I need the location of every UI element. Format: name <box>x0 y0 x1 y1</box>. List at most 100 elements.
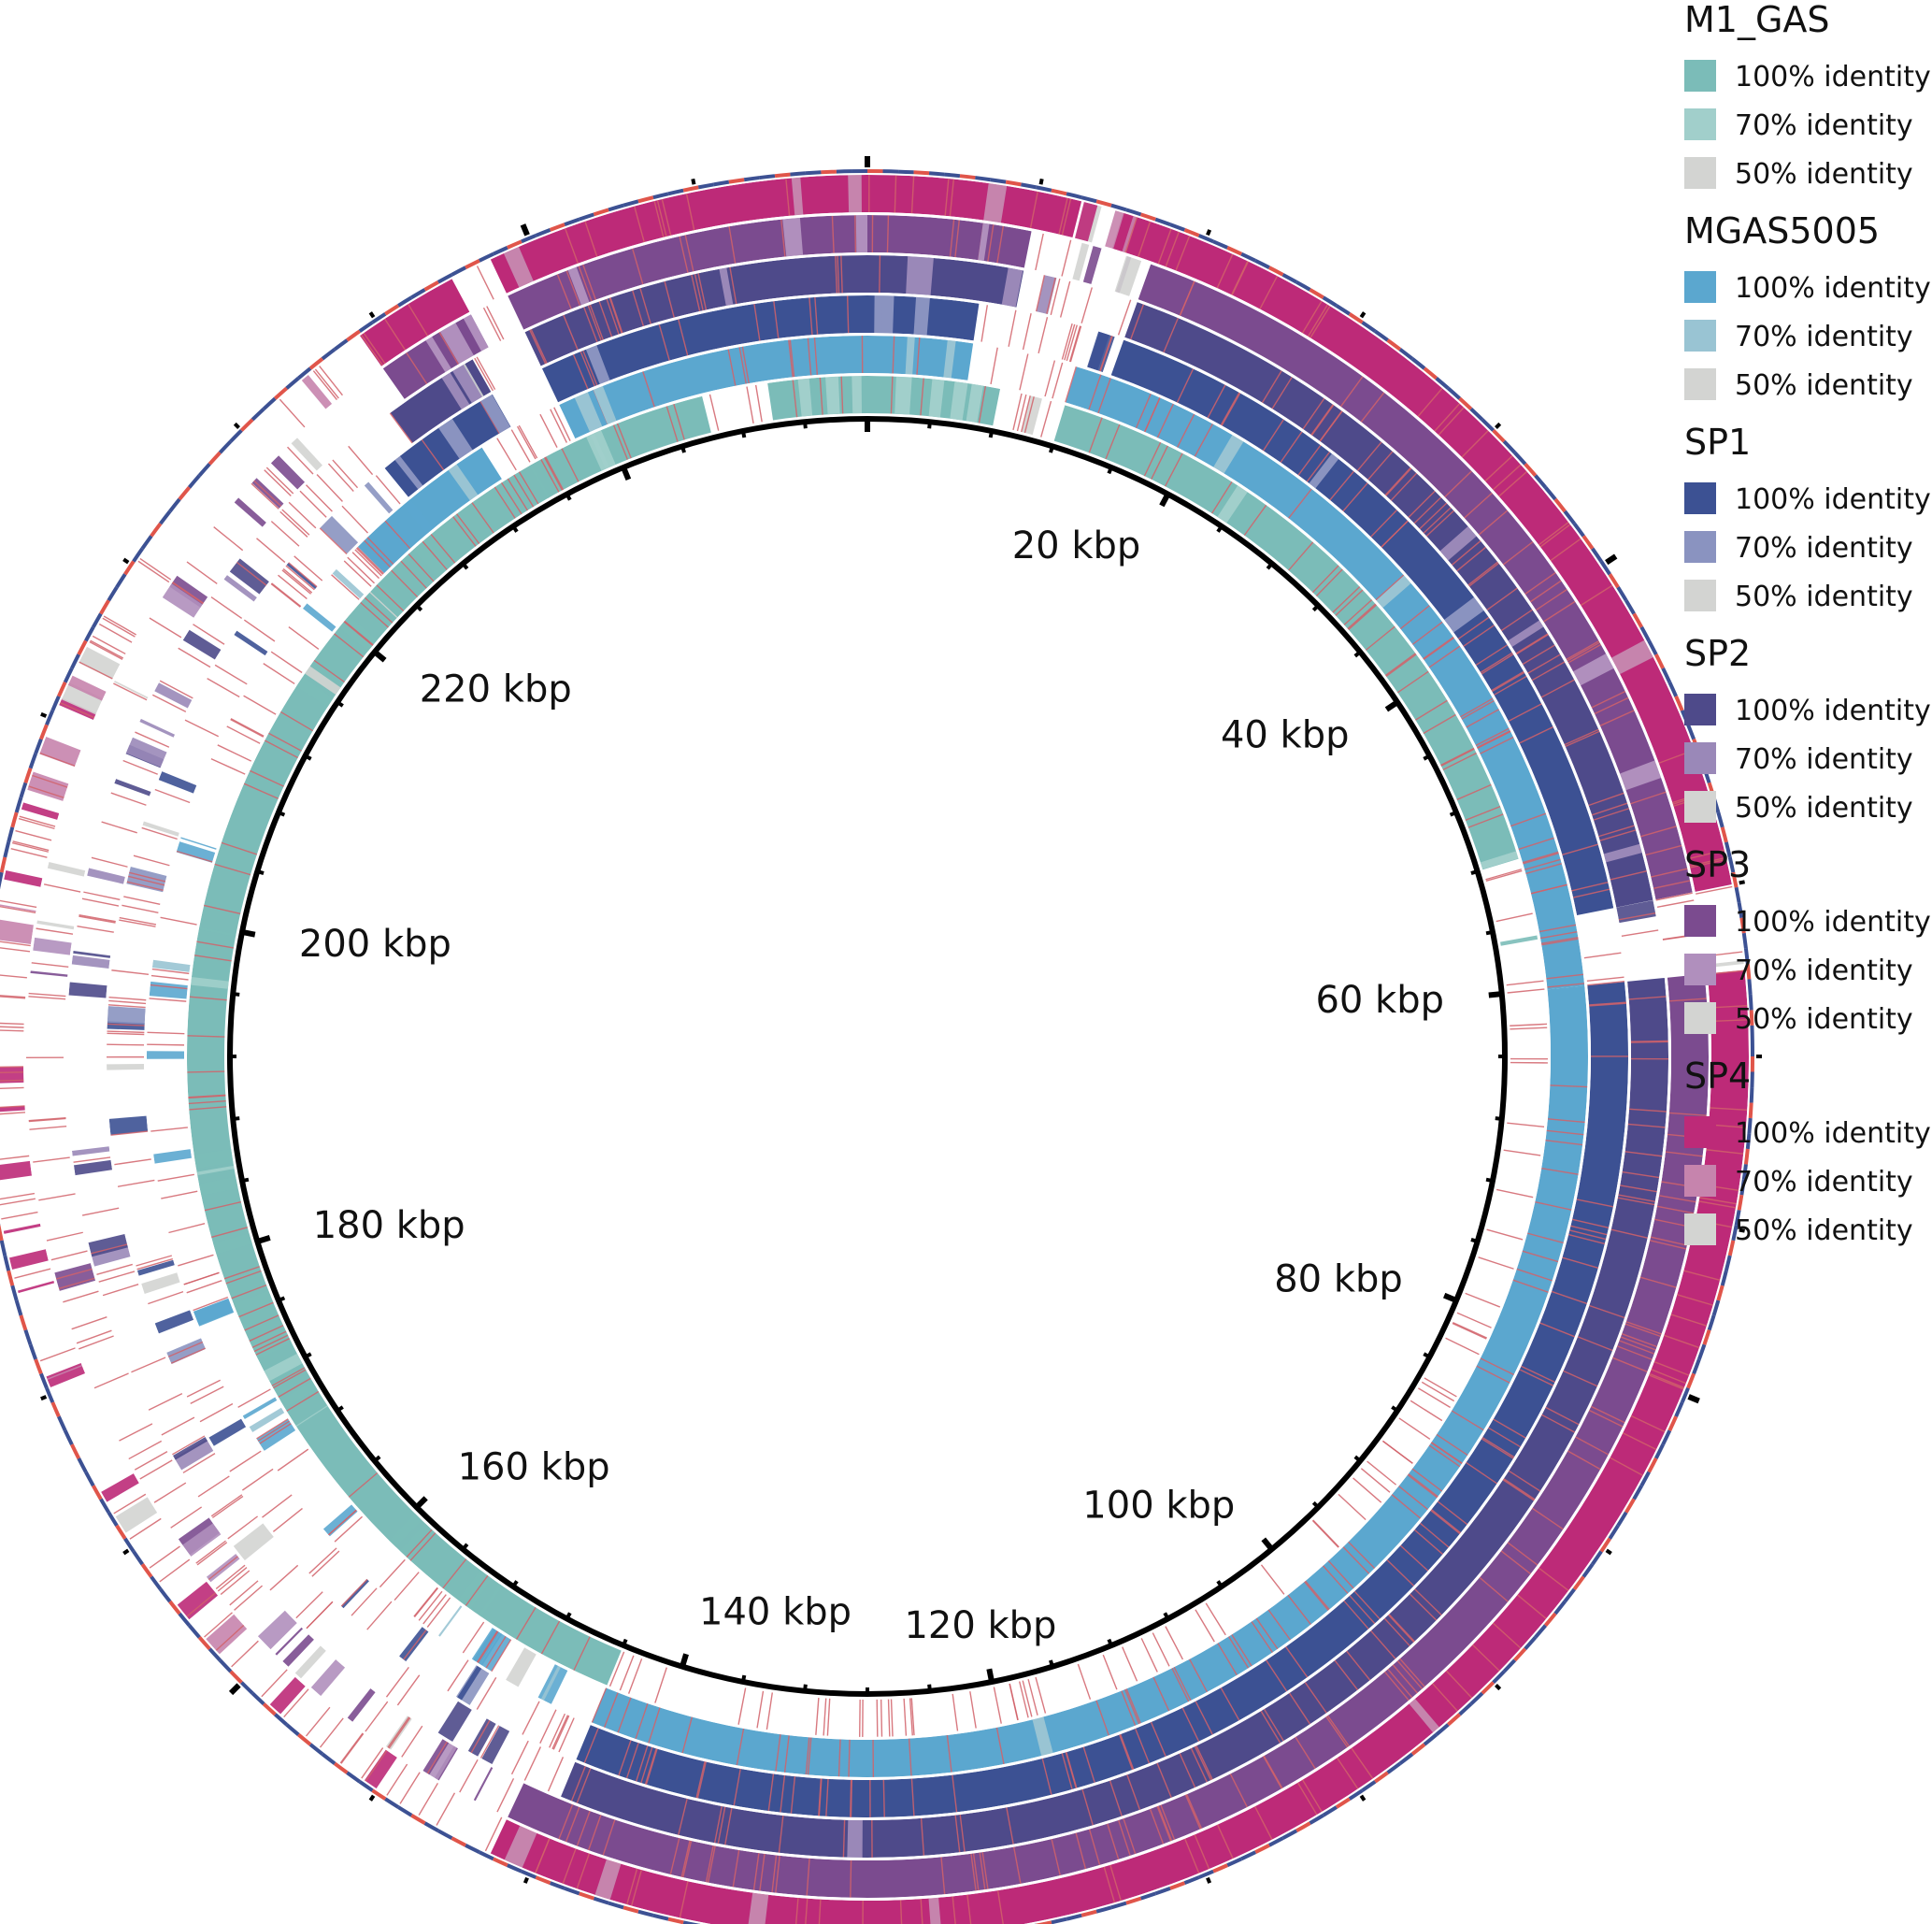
gc-segment <box>1398 1752 1414 1765</box>
variant-line <box>1179 280 1195 316</box>
variant-line <box>1050 278 1061 316</box>
variant-line <box>1456 1312 1492 1328</box>
gc-segment <box>521 234 537 244</box>
ring-hit <box>983 182 1008 223</box>
variant-line <box>123 896 161 906</box>
variant-line <box>910 1778 915 1816</box>
variant-line <box>523 1746 542 1781</box>
variant-line <box>539 1709 557 1745</box>
ring-hit <box>439 323 474 365</box>
variant-line <box>283 1688 309 1718</box>
gc-segment <box>1254 259 1270 269</box>
variant-line <box>1576 1199 1614 1208</box>
variant-line <box>1230 260 1249 295</box>
variant-line <box>780 1774 786 1813</box>
variant-line <box>1319 410 1343 442</box>
gc-segment <box>250 407 265 422</box>
variant-line <box>1653 1360 1690 1376</box>
variant-line <box>1123 1688 1140 1725</box>
variant-line <box>1396 670 1429 694</box>
variant-line <box>1465 1292 1501 1308</box>
variant-line <box>1352 1477 1382 1503</box>
variant-line <box>186 561 218 585</box>
legend-title: SP4 <box>1684 1055 1751 1097</box>
ring-hit <box>269 1676 306 1715</box>
variant-line <box>729 266 737 305</box>
minor-tick <box>1266 562 1274 570</box>
variant-line <box>910 1698 915 1736</box>
variant-line <box>406 352 428 385</box>
variant-line <box>1391 1494 1422 1519</box>
variant-line <box>59 701 95 719</box>
variant-line <box>1575 1436 1610 1456</box>
ring-hit <box>480 394 511 434</box>
variant-line <box>255 538 286 564</box>
variant-line <box>708 394 720 431</box>
variant-line <box>582 264 596 300</box>
gc-segment <box>1534 474 1547 489</box>
variant-line <box>1494 675 1527 696</box>
variant-line <box>1460 697 1494 718</box>
variant-line <box>226 725 261 744</box>
variant-line <box>1468 562 1499 587</box>
gc-segment <box>1110 203 1127 212</box>
variant-line <box>1440 747 1475 767</box>
variant-line <box>987 224 995 262</box>
variant-line <box>544 456 565 491</box>
ring-hit <box>270 455 306 490</box>
gc-segment <box>99 599 110 615</box>
variant-line <box>1309 305 1331 338</box>
gc-segment <box>384 1797 400 1809</box>
gc-segment <box>1591 1550 1603 1566</box>
variant-line <box>344 620 374 646</box>
ring-hit <box>154 682 193 709</box>
variant-line <box>1075 1832 1087 1870</box>
variant-line <box>1706 1149 1744 1155</box>
variant-line <box>1622 1432 1657 1451</box>
gc-segment <box>1435 377 1450 390</box>
gc-segment <box>579 1891 594 1901</box>
gc-segment <box>384 304 400 316</box>
gc-segment <box>39 724 49 740</box>
variant-line <box>73 1156 111 1163</box>
variant-line <box>171 582 204 605</box>
variant-line <box>1179 1753 1196 1788</box>
variant-line <box>31 962 69 968</box>
variant-line <box>1190 1747 1208 1783</box>
variant-line <box>854 215 857 253</box>
variant-line <box>736 1728 745 1766</box>
ring-hit <box>234 630 268 656</box>
ring-segment <box>360 279 470 366</box>
gc-segment <box>1513 1647 1527 1662</box>
variant-line <box>826 1698 831 1736</box>
variant-line <box>920 1817 925 1856</box>
variant-line <box>170 1347 207 1364</box>
gc-segment <box>1374 1771 1389 1784</box>
outer-tick <box>1495 1684 1502 1691</box>
ring-hit <box>223 575 257 602</box>
variant-line <box>1580 584 1613 607</box>
variant-line <box>1367 1460 1397 1486</box>
legend-swatch <box>1684 1002 1716 1034</box>
variant-line <box>876 1699 879 1737</box>
variant-line <box>1589 1002 1627 1007</box>
gc-segment <box>867 169 883 174</box>
gc-segment <box>1066 1913 1082 1921</box>
major-tick <box>986 1668 995 1683</box>
variant-line <box>230 717 265 737</box>
gc-segment <box>1680 1387 1690 1403</box>
variant-line <box>119 916 157 926</box>
variant-line <box>28 992 66 998</box>
variant-line <box>491 1639 512 1673</box>
ring-separator <box>64 252 1671 1860</box>
legend-swatch <box>1684 320 1716 352</box>
variant-line <box>1525 863 1563 875</box>
gc-segment <box>652 192 669 200</box>
variant-line <box>551 1715 569 1750</box>
ring-mgas5005 <box>147 336 1588 1778</box>
variant-line <box>1649 1372 1685 1389</box>
minor-tick <box>256 869 265 875</box>
variant-line <box>549 1713 566 1748</box>
ring-segment <box>867 215 1032 268</box>
variant-line <box>789 339 795 378</box>
